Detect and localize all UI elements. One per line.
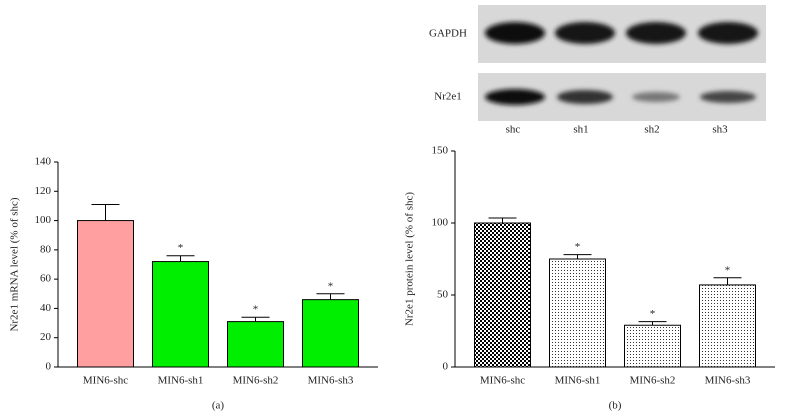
- bar: [77, 220, 134, 368]
- y-tick-label: 80: [40, 243, 52, 255]
- band: [626, 22, 686, 44]
- band: [700, 91, 756, 103]
- y-tick-label: 150: [432, 145, 449, 157]
- bar: [302, 299, 359, 368]
- x-tick-label: MIN6-sh2: [630, 375, 676, 387]
- y-tick-label: 140: [35, 156, 52, 168]
- bar: [699, 284, 756, 368]
- western-blot: GAPDH Nr2e1 shc sh1 sh2 sh3: [429, 5, 766, 136]
- bar: [624, 324, 681, 368]
- bar: [549, 258, 606, 368]
- significance-mark: *: [253, 304, 259, 316]
- y-tick-label: 50: [437, 289, 449, 301]
- blot-lane-label: shc: [506, 124, 521, 136]
- bar: [227, 321, 284, 368]
- x-tick-label: MIN6-sh1: [158, 375, 204, 387]
- bar: [152, 261, 209, 368]
- x-tick-label: MIN6-shc: [83, 375, 128, 387]
- band: [485, 89, 545, 105]
- y-tick-label: 0: [443, 361, 449, 373]
- significance-mark: *: [178, 242, 184, 254]
- panel-caption: (a): [212, 400, 225, 412]
- band: [557, 90, 613, 104]
- significance-mark: *: [575, 241, 581, 253]
- blot-row-label: Nr2e1: [434, 91, 462, 103]
- band: [698, 22, 758, 44]
- blot-lane-label: sh2: [644, 124, 659, 136]
- y-tick-label: 60: [40, 273, 52, 285]
- panel-caption: (b): [609, 400, 622, 412]
- x-tick-label: MIN6-sh1: [555, 375, 601, 387]
- band: [485, 22, 545, 44]
- y-axis-label: Nr2e1 protein level (% of shc): [404, 192, 416, 326]
- x-tick-label: MIN6-shc: [480, 375, 525, 387]
- y-tick-label: 100: [35, 214, 52, 226]
- blot-lane-label: sh3: [712, 124, 728, 136]
- significance-mark: *: [328, 280, 334, 292]
- bar: [474, 222, 531, 368]
- significance-mark: *: [650, 308, 656, 320]
- x-tick-label: MIN6-sh3: [308, 375, 354, 387]
- y-tick-label: 100: [432, 217, 449, 229]
- x-tick-label: MIN6-sh3: [705, 375, 751, 387]
- y-tick-label: 20: [40, 331, 52, 343]
- blot-row-label: GAPDH: [429, 28, 467, 40]
- significance-mark: *: [725, 264, 731, 276]
- x-tick-label: MIN6-sh2: [233, 375, 279, 387]
- y-tick-label: 120: [35, 185, 52, 197]
- blot-lane-label: sh1: [573, 124, 588, 136]
- y-tick-label: 0: [46, 361, 52, 373]
- band: [632, 92, 680, 102]
- y-tick-label: 40: [40, 302, 52, 314]
- y-axis-label: Nr2e1 mRNA level (% of shc): [9, 197, 21, 331]
- band: [555, 22, 615, 44]
